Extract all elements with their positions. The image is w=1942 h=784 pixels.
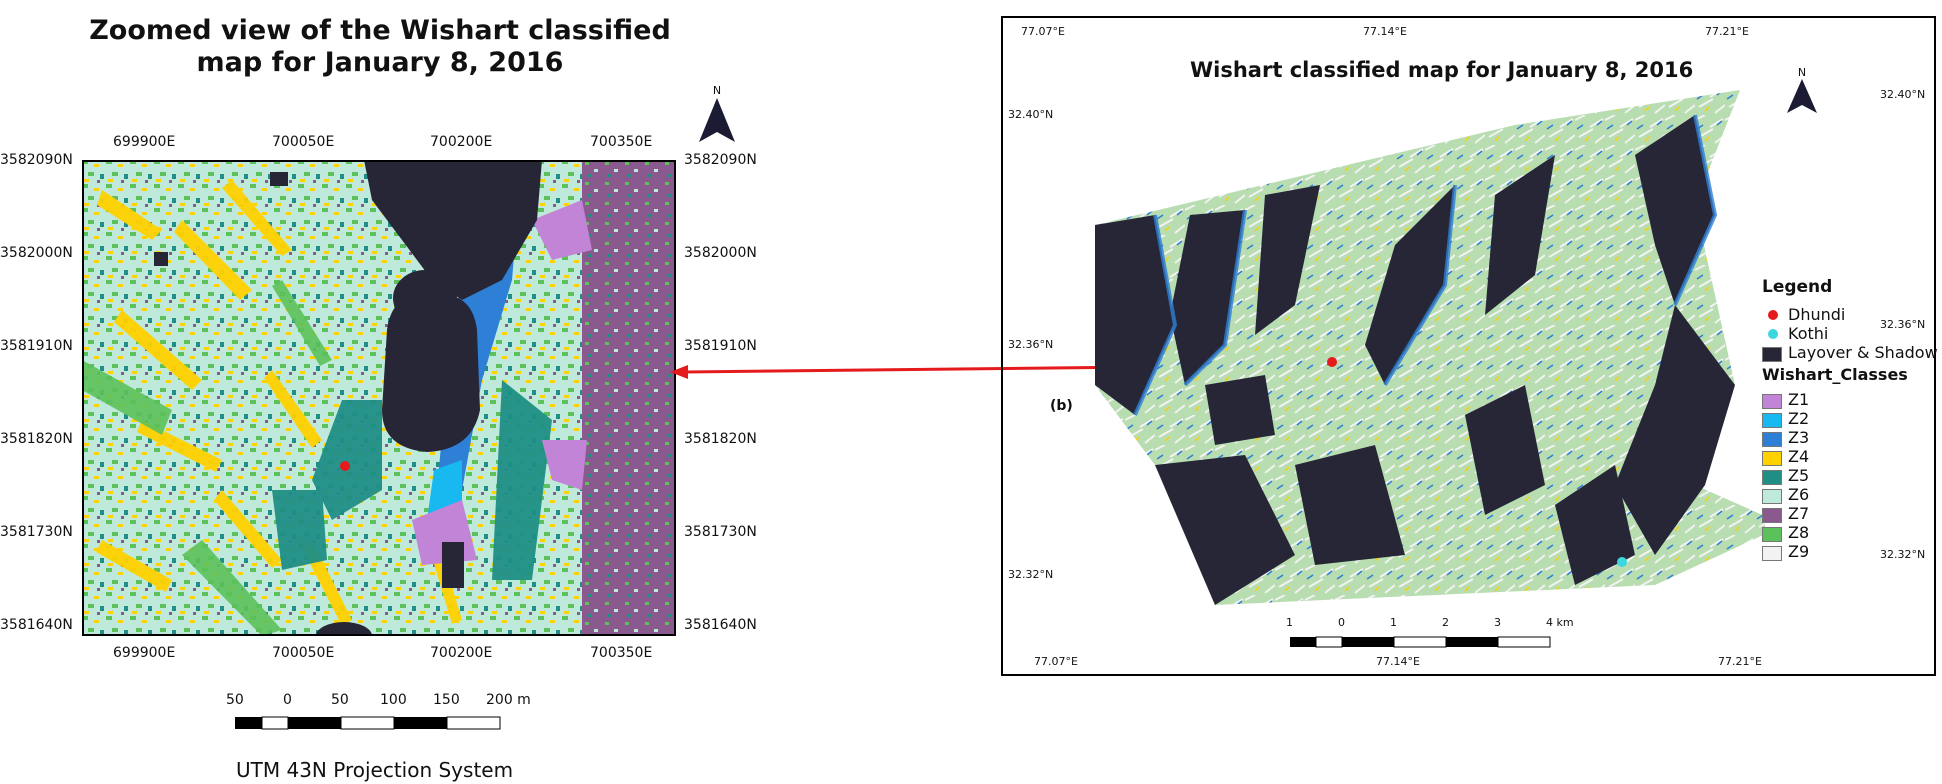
left-y-tick-left-1: 3582090N — [0, 152, 73, 168]
dhundi-point-right — [1327, 357, 1337, 367]
legend-z6-swatch — [1762, 489, 1782, 504]
left-x-tick-top-1: 699900E — [113, 134, 176, 150]
legend-classes-title: Wishart_Classes — [1762, 365, 1908, 384]
left-north-label: N — [712, 84, 722, 97]
legend-kothi-label: Kothi — [1788, 324, 1829, 343]
legend-z7-label: Z7 — [1788, 504, 1810, 523]
left-scale-label-5: 150 — [433, 692, 460, 708]
right-scale-label-1: 1 — [1286, 616, 1293, 629]
legend-z5-label: Z5 — [1788, 466, 1810, 485]
left-y-tick-right-5: 3581730N — [684, 524, 757, 540]
left-scale-label-6: 200 m — [486, 692, 531, 708]
left-map-title: Zoomed view of the Wishart classified ma… — [70, 15, 690, 79]
left-title-line2: map for January 8, 2016 — [196, 47, 564, 78]
left-x-tick-bottom-1: 699900E — [113, 645, 176, 661]
projection-label: UTM 43N Projection System — [236, 758, 514, 782]
legend: Legend Dhundi Kothi Layover & Shadow Wis… — [1760, 277, 1940, 577]
legend-z1-swatch — [1762, 394, 1782, 409]
legend-z6-label: Z6 — [1788, 485, 1810, 504]
right-north-arrow-icon: N — [1785, 66, 1819, 116]
legend-dhundi-label: Dhundi — [1788, 305, 1846, 324]
left-scale-label-4: 100 — [380, 692, 407, 708]
right-y-tick-left-1: 32.40°N — [1008, 108, 1054, 121]
kothi-point-right — [1617, 557, 1627, 567]
left-scale-label-2: 0 — [283, 692, 292, 708]
right-scale-label-3: 1 — [1390, 616, 1397, 629]
right-map-frame — [1001, 16, 1936, 676]
legend-layover-swatch — [1762, 347, 1782, 362]
legend-kothi-dot — [1768, 329, 1778, 339]
legend-layover-label: Layover & Shadow — [1788, 343, 1938, 362]
legend-z9-label: Z9 — [1788, 542, 1810, 561]
right-scale-label-2: 0 — [1338, 616, 1345, 629]
right-north-label: N — [1797, 66, 1807, 79]
legend-z8-swatch — [1762, 527, 1782, 542]
dhundi-point-left — [340, 461, 350, 471]
right-y-tick-right-2: 32.36°N — [1880, 318, 1926, 331]
left-zoomed-map — [82, 160, 676, 636]
right-x-tick-top-1: 77.07°E — [1021, 25, 1065, 38]
left-north-arrow-icon: N — [697, 84, 737, 144]
left-y-tick-right-4: 3581820N — [684, 431, 757, 447]
left-x-tick-top-4: 700350E — [590, 134, 653, 150]
legend-z4-swatch — [1762, 451, 1782, 466]
left-scale-label-1: 50 — [226, 692, 244, 708]
panel-label-b: (b) — [1050, 398, 1073, 414]
left-y-tick-left-4: 3581820N — [0, 431, 73, 447]
left-x-tick-bottom-2: 700050E — [272, 645, 335, 661]
right-x-tick-top-2: 77.14°E — [1363, 25, 1407, 38]
left-x-tick-bottom-3: 700200E — [430, 645, 493, 661]
right-x-tick-bottom-1: 77.07°E — [1034, 655, 1078, 668]
left-y-tick-left-5: 3581730N — [0, 524, 73, 540]
right-scale-label-4: 2 — [1442, 616, 1449, 629]
left-scale-label-3: 50 — [331, 692, 349, 708]
right-classified-map — [1095, 90, 1765, 605]
legend-title: Legend — [1762, 277, 1833, 297]
right-scale-label-5: 3 — [1494, 616, 1501, 629]
legend-z7-swatch — [1762, 508, 1782, 523]
left-x-tick-top-2: 700050E — [272, 134, 335, 150]
left-x-tick-bottom-4: 700350E — [590, 645, 653, 661]
left-y-tick-left-6: 3581640N — [0, 617, 73, 633]
left-y-tick-right-6: 3581640N — [684, 617, 757, 633]
legend-z9-swatch — [1762, 546, 1782, 561]
right-scale-bar — [1290, 636, 1551, 648]
legend-z1-label: Z1 — [1788, 390, 1810, 409]
right-scale-label-6: 4 km — [1546, 616, 1574, 629]
legend-z2-label: Z2 — [1788, 409, 1810, 428]
right-y-tick-right-1: 32.40°N — [1880, 88, 1926, 101]
right-x-tick-bottom-3: 77.21°E — [1718, 655, 1762, 668]
left-y-tick-right-3: 3581910N — [684, 338, 757, 354]
right-y-tick-left-2: 32.36°N — [1008, 338, 1054, 351]
legend-dhundi-dot — [1768, 310, 1778, 320]
left-y-tick-left-2: 3582000N — [0, 245, 73, 261]
right-x-tick-bottom-2: 77.14°E — [1376, 655, 1420, 668]
left-title-line1: Zoomed view of the Wishart classified — [89, 15, 671, 46]
left-y-tick-left-3: 3581910N — [0, 338, 73, 354]
legend-z5-swatch — [1762, 470, 1782, 485]
right-y-tick-left-3: 32.32°N — [1008, 568, 1054, 581]
right-x-tick-top-3: 77.21°E — [1705, 25, 1749, 38]
legend-z2-swatch — [1762, 413, 1782, 428]
left-y-tick-right-1: 3582090N — [684, 152, 757, 168]
left-x-tick-top-3: 700200E — [430, 134, 493, 150]
left-y-tick-right-2: 3582000N — [684, 245, 757, 261]
right-y-tick-right-3: 32.32°N — [1880, 548, 1926, 561]
left-scale-bar — [235, 716, 501, 730]
legend-z4-label: Z4 — [1788, 447, 1810, 466]
legend-z3-swatch — [1762, 432, 1782, 447]
legend-z8-label: Z8 — [1788, 523, 1810, 542]
right-map-title: Wishart classified map for January 8, 20… — [1190, 58, 1694, 82]
legend-z3-label: Z3 — [1788, 428, 1810, 447]
